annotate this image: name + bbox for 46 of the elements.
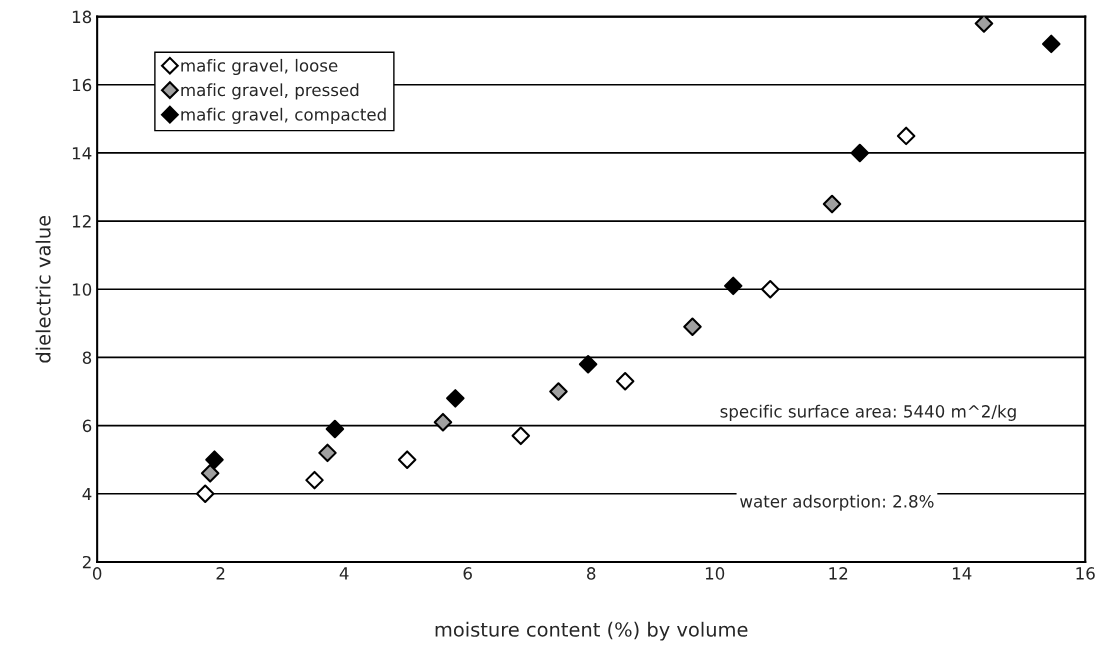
x-tick-label: 14 (952, 567, 972, 580)
point (1042, 34, 1061, 54)
y-tick-label: 12 (72, 215, 91, 228)
x-tick-label: 8 (587, 567, 596, 580)
point (896, 126, 916, 146)
x-tick-label: 2 (216, 567, 225, 580)
point (397, 450, 417, 469)
point (511, 426, 531, 446)
x-tick-label: 6 (463, 567, 472, 580)
x-tick-label: 10 (705, 567, 725, 580)
point (974, 16, 994, 33)
x-axis-title: moisture content (%) by volume (435, 621, 748, 641)
annotation: water adsorption: 2.8% (740, 494, 934, 511)
y-tick-label: 4 (82, 487, 92, 501)
point (318, 443, 337, 463)
point (200, 464, 220, 483)
point (205, 450, 224, 469)
point (433, 412, 453, 432)
point (850, 143, 870, 163)
point (195, 484, 215, 504)
point (446, 389, 465, 408)
x-tick-label: 4 (339, 567, 349, 580)
legend-label: mafic gravel, pressed (181, 83, 359, 100)
point (305, 470, 324, 490)
legend-label: mafic gravel, compacted (181, 107, 386, 124)
point (761, 280, 780, 299)
y-tick-label: 8 (82, 351, 92, 365)
y-tick-label: 2 (82, 555, 91, 569)
point (822, 194, 842, 214)
point (723, 276, 743, 296)
y-tick-label: 10 (72, 283, 92, 296)
y-tick-label: 16 (72, 78, 92, 92)
annotation: specific surface area: 5440 m^2/kg (720, 404, 1016, 421)
x-tick-label: 16 (1076, 567, 1095, 580)
point (683, 317, 702, 337)
point (578, 355, 598, 374)
y-tick-label: 14 (72, 147, 92, 160)
x-tick-label: 0 (92, 567, 102, 580)
y-tick-label: 6 (82, 419, 92, 433)
point (615, 372, 635, 391)
point (549, 382, 568, 401)
y-tick-label: 18 (72, 10, 92, 24)
point (325, 419, 345, 439)
x-tick-label: 12 (829, 567, 848, 580)
legend-label: mafic gravel, loose (181, 58, 338, 76)
y-axis-title: dielectric value (35, 215, 51, 363)
